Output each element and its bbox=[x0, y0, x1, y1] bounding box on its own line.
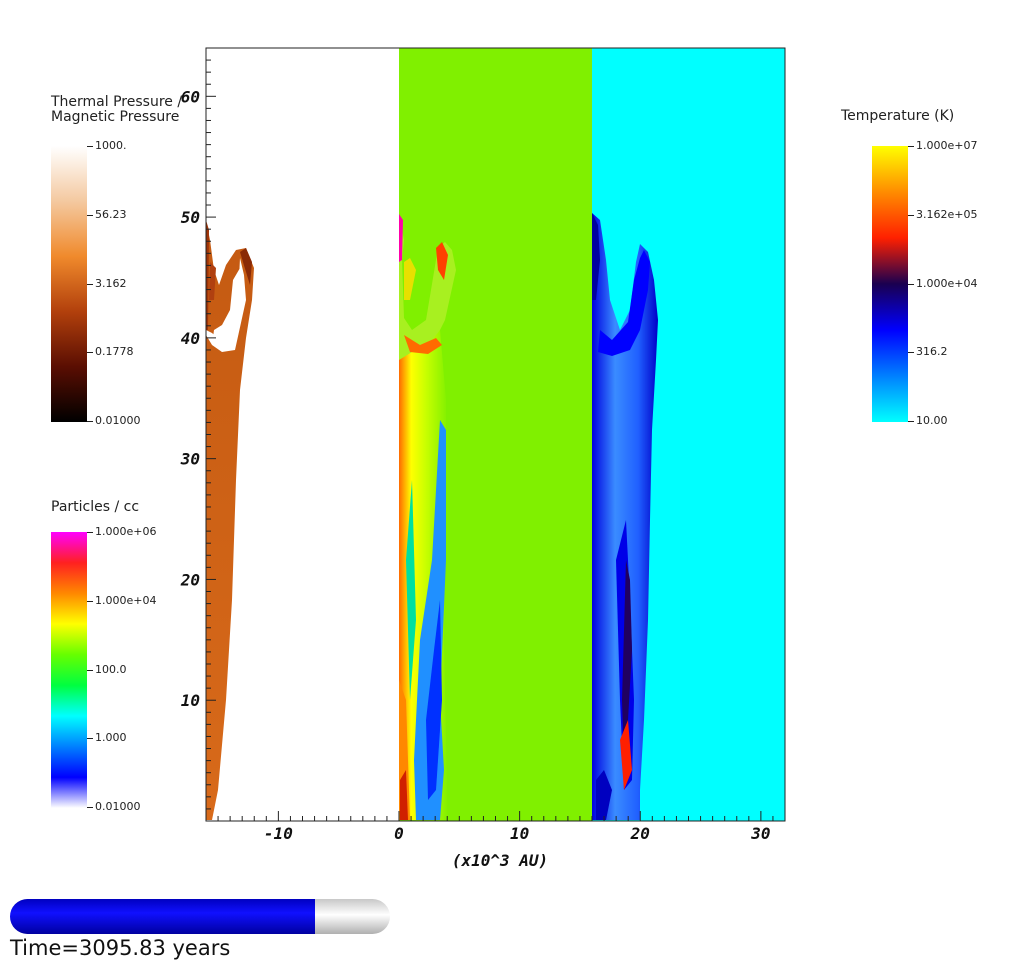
colorbar-tick-label: 0.1778 bbox=[95, 345, 134, 359]
colorbar-tick-label: 100.0 bbox=[95, 662, 127, 676]
colorbar-tick-label: 3.162 bbox=[95, 276, 127, 290]
colorbar-tick-label: 10.00 bbox=[916, 414, 948, 427]
colorbar-tick bbox=[908, 146, 914, 147]
y-tick-label: 10 bbox=[181, 691, 200, 710]
y-tick-label: 40 bbox=[181, 329, 200, 348]
x-tick-label: 0 bbox=[394, 824, 404, 843]
x-tick-label: 30 bbox=[750, 824, 770, 843]
y-tick-label: 30 bbox=[180, 450, 200, 469]
colorbar-title-line-1: Thermal Pressure / bbox=[51, 94, 183, 110]
colorbar-tick bbox=[87, 600, 93, 602]
colorbar-tick bbox=[908, 421, 914, 422]
x-axis-title: (x10^3 AU) bbox=[452, 851, 548, 870]
colorbar-tick bbox=[87, 352, 93, 354]
colorbar-tick bbox=[87, 146, 93, 147]
colorbar-tick bbox=[87, 532, 93, 533]
colorbar-title-density: Particles / cc bbox=[51, 499, 140, 515]
colorbar-tick bbox=[908, 214, 914, 216]
colorbar-title-temperature: Temperature (K) bbox=[841, 108, 955, 124]
colorbar-pressure-ratio bbox=[51, 146, 87, 422]
y-axis-minor-ticks bbox=[206, 59, 216, 810]
colorbar-title-line-2: Magnetic Pressure bbox=[51, 109, 180, 125]
colorbar-density bbox=[51, 532, 87, 808]
colorbar-tick bbox=[87, 807, 93, 808]
colorbar-tick-label: 1.000e+07 bbox=[916, 139, 978, 152]
colorbar-tick-label: 1.000e+04 bbox=[95, 593, 157, 607]
x-axis: -10 0 10 20 30 bbox=[264, 824, 771, 843]
colorbar-tick bbox=[87, 283, 93, 285]
colorbar-tick-label: 0.01000 bbox=[95, 414, 141, 427]
density-plume bbox=[399, 214, 456, 820]
colorbar-tick-label: 1000. bbox=[95, 139, 127, 152]
x-tick-label: -10 bbox=[264, 824, 293, 843]
colorbar-tick-label: 3.162e+05 bbox=[916, 207, 978, 221]
panel-pressure-ratio bbox=[206, 48, 399, 821]
colorbar-tick-label: 56.23 bbox=[95, 207, 127, 221]
x-axis-minor-ticks bbox=[205, 811, 786, 821]
colorbar-tick bbox=[87, 738, 93, 740]
time-progress-bar bbox=[10, 899, 390, 934]
colorbar-tick bbox=[908, 283, 914, 285]
pressure-plume bbox=[206, 220, 254, 820]
x-tick-label: 10 bbox=[510, 824, 529, 843]
colorbar-tick-label: 1.000e+04 bbox=[916, 276, 978, 290]
colorbar-tick-label: 0.01000 bbox=[95, 800, 141, 813]
y-tick-label: 60 bbox=[181, 87, 200, 106]
y-tick-label: 20 bbox=[180, 570, 200, 589]
colorbar-tick bbox=[87, 669, 93, 671]
temperature-plume bbox=[592, 213, 658, 820]
x-tick-label: 20 bbox=[630, 824, 650, 843]
colorbar-tick bbox=[87, 421, 93, 422]
colorbar-temperature bbox=[872, 146, 908, 422]
colorbar-tick-label: 1.000e+06 bbox=[95, 525, 157, 538]
y-axis: 10 20 30 40 50 60 bbox=[180, 87, 200, 710]
y-tick-label: 50 bbox=[181, 208, 200, 227]
colorbar-tick bbox=[87, 214, 93, 216]
colorbar-tick-label: 1.000 bbox=[95, 731, 127, 745]
colorbar-tick bbox=[908, 352, 914, 354]
time-progress-fill bbox=[10, 899, 316, 934]
colorbar-title-pressure-ratio: Thermal Pressure / Magnetic Pressure bbox=[51, 95, 191, 125]
colorbar-tick-label: 316.2 bbox=[916, 345, 948, 359]
time-label: Time=3095.83 years bbox=[10, 936, 231, 960]
